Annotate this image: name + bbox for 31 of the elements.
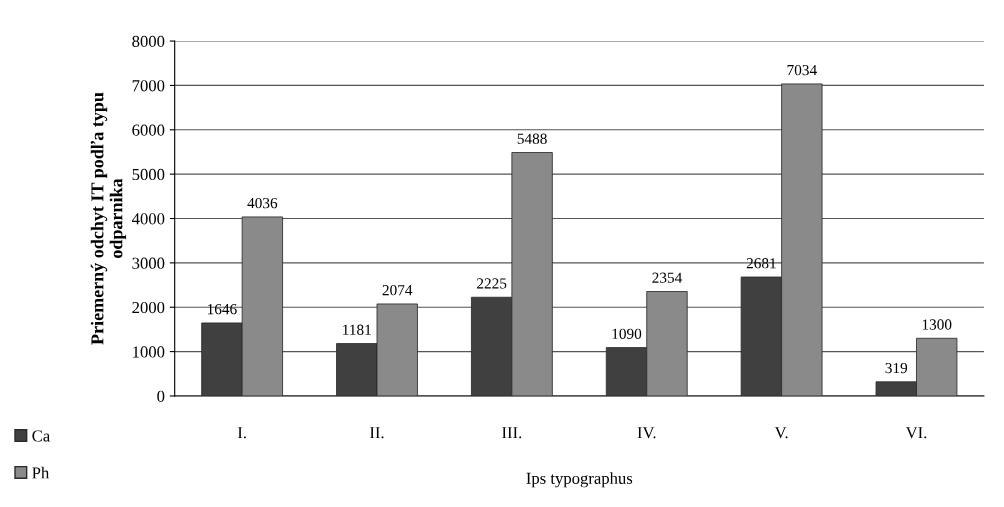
x-tick-label: I. <box>237 427 246 439</box>
x-axis-title: Ips typographus <box>526 472 633 488</box>
data-label: 2225 <box>477 278 507 289</box>
legend-label: Ph <box>32 466 50 479</box>
data-label: 7034 <box>787 64 817 76</box>
data-label: 1646 <box>207 304 237 315</box>
y-tick-label: 1000 <box>133 346 165 358</box>
data-label: 2681 <box>746 258 776 269</box>
data-label: 1181 <box>343 324 371 335</box>
data-label: 4036 <box>247 197 278 209</box>
y-tick-label: 8000 <box>132 35 165 48</box>
data-label: 1300 <box>922 319 952 330</box>
y-tick-label: 0 <box>157 390 165 402</box>
y-tick-label: 5000 <box>132 168 165 181</box>
x-tick-label: IV. <box>637 427 656 439</box>
data-label: 1090 <box>612 328 642 339</box>
x-tick-label: V. <box>774 427 788 439</box>
data-label: 5488 <box>517 133 547 144</box>
x-tick-label: II. <box>369 427 384 439</box>
y-tick-label: 7000 <box>132 80 165 92</box>
data-label: 319 <box>885 362 908 374</box>
data-label: 2354 <box>652 272 683 283</box>
legend-label: Ca <box>32 430 50 442</box>
x-tick-label: III. <box>502 427 522 439</box>
y-tick-label: 4000 <box>131 213 165 225</box>
y-axis-title: Priemerný odchyt IT podľa typu odparnika <box>90 92 127 345</box>
y-tick-label: 2000 <box>132 301 165 314</box>
data-label: 2074 <box>382 284 413 296</box>
x-tick-label: VI. <box>905 427 927 439</box>
y-tick-label: 6000 <box>132 124 165 136</box>
y-tick-label: 3000 <box>132 257 165 269</box>
